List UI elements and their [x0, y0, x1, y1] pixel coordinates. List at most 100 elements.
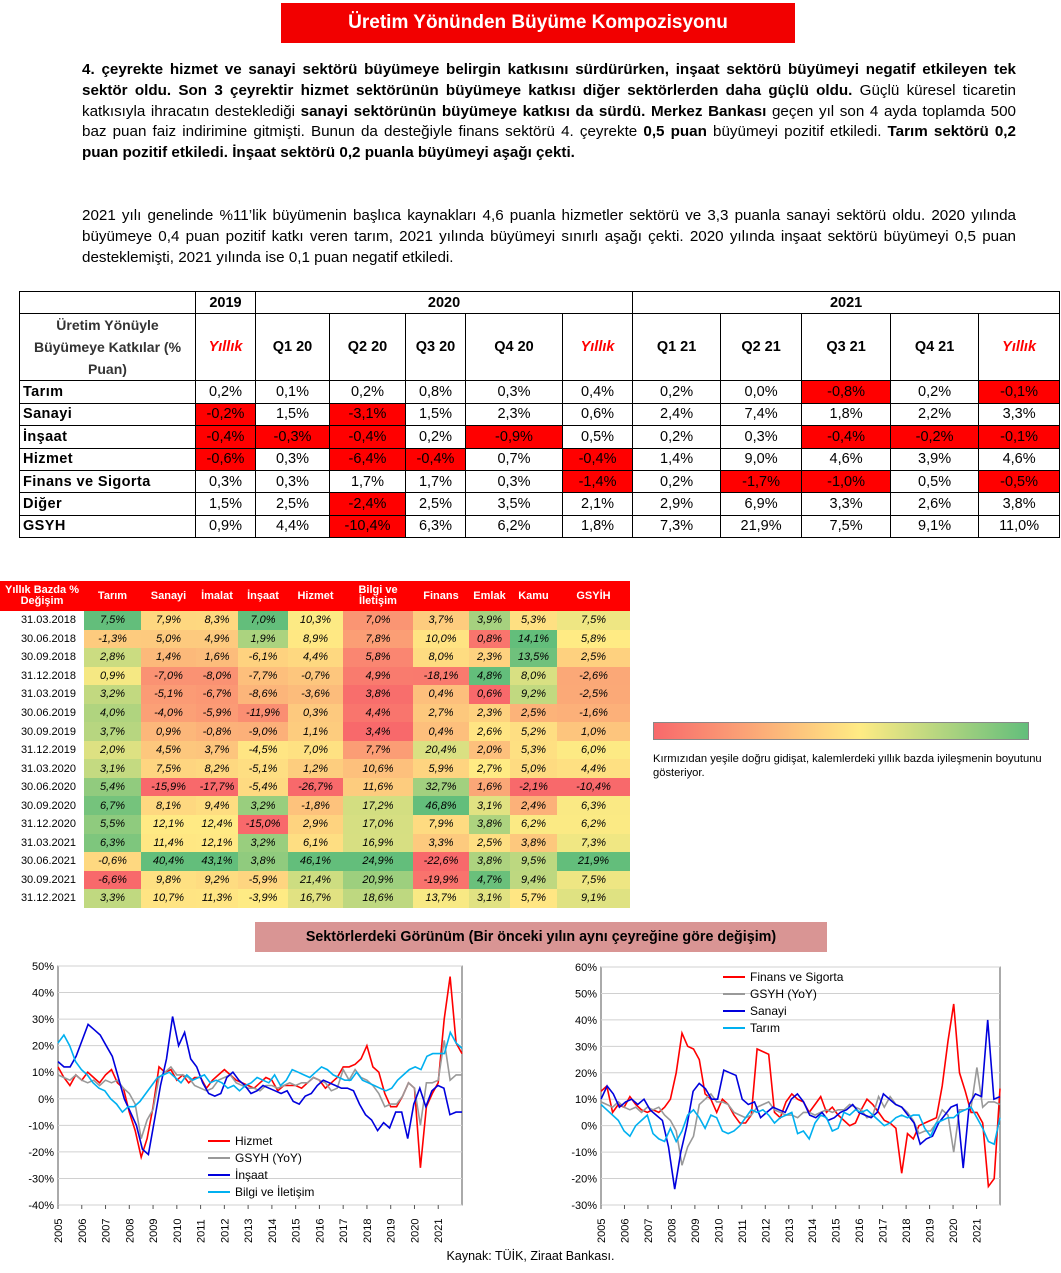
value-cell: 3,8%: [978, 492, 1061, 516]
value-cell: -2,4%: [329, 492, 406, 516]
heatmap-cell: -15,0%: [238, 815, 288, 834]
x-tick-label: 2021: [972, 1219, 984, 1243]
heatmap-cell: -9,0%: [238, 722, 288, 741]
year-cell: 2019: [195, 290, 256, 315]
heatmap-legend-gradient: [653, 722, 1029, 740]
row-label: Tarım: [19, 380, 196, 404]
heatmap-row: 30.06.2018 -1,3% 5,0% 4,9% 1,9% 8,9% 7,8% 10,0%…: [0, 629, 630, 649]
heatmap-cell: -2,1%: [510, 777, 557, 797]
value-cell: 4,4%: [255, 514, 330, 539]
table-row: Hizmet -0,6% 0,3% -6,4% -0,4% 0,7% -0,4% 1,4% 9,…: [19, 447, 1061, 471]
heatmap-cell: 3,8%: [510, 833, 557, 853]
y-tick-label: -10%: [571, 1147, 597, 1159]
y-tick-label: -40%: [28, 1200, 54, 1212]
heatmap-cell: 4,4%: [288, 648, 343, 667]
heatmap-cell: 3,8%: [343, 685, 413, 704]
heatmap-cell: 1,4%: [141, 648, 196, 667]
value-cell: 2,5%: [255, 492, 330, 516]
series-line: [57, 1016, 462, 1157]
heatmap-cell: 8,0%: [510, 666, 557, 686]
heatmap-cell: 10,0%: [413, 629, 469, 649]
x-tick-label: 2012: [219, 1219, 231, 1243]
value-cell: 2,4%: [632, 402, 722, 427]
heatmap-cell: 3,3%: [84, 889, 141, 908]
value-cell: 6,9%: [720, 492, 803, 516]
x-tick-label: 2012: [760, 1219, 772, 1243]
series-line: [600, 1003, 1001, 1189]
heatmap-cell: 14,1%: [510, 629, 557, 649]
source-note: Kaynak: TÜİK, Ziraat Bankası.: [446, 1249, 615, 1263]
heatmap-header: İmalat: [196, 581, 238, 611]
table-row: Tarım 0,2% 0,1% 0,2% 0,8% 0,3% 0,4% 0,2% 0,0% -0,…: [19, 380, 1061, 404]
heatmap-row: 31.12.2020 5,5% 12,1% 12,4% -15,0% 2,9% 17,0% 7…: [0, 815, 630, 834]
value-cell: -1,0%: [801, 469, 892, 494]
heatmap-cell: -8,0%: [196, 666, 238, 686]
summary-segment: Tarım sektörü 0,2 puan pozitif etkiledi.…: [82, 123, 1016, 162]
heatmap-cell: 13,5%: [510, 648, 557, 667]
heatmap-cell: 2,5%: [557, 648, 630, 667]
heatmap-cell: 4,0%: [84, 703, 141, 723]
column-header: Q2 21: [720, 313, 803, 382]
heatmap-cell: 5,7%: [510, 889, 557, 908]
heatmap-cell: 9,5%: [510, 852, 557, 871]
heatmap-cell: 0,9%: [141, 722, 196, 741]
heatmap-cell: 2,3%: [469, 648, 510, 667]
heatmap-cell: -1,6%: [557, 703, 630, 723]
heatmap-cell: 3,8%: [469, 852, 510, 871]
y-tick-label: 0%: [38, 1094, 54, 1106]
heatmap-cell: 5,9%: [413, 759, 469, 778]
y-tick-label: 30%: [575, 1041, 597, 1053]
heatmap-cell: 6,2%: [557, 815, 630, 834]
heatmap-cell: -10,4%: [557, 777, 630, 797]
value-cell: 2,5%: [405, 492, 466, 516]
heatmap-cell: 10,7%: [141, 889, 196, 908]
heatmap-cell: 6,2%: [510, 815, 557, 834]
series-line: [600, 1019, 1001, 1190]
value-cell: 2,1%: [561, 492, 634, 516]
heatmap-cell: 2,5%: [469, 833, 510, 853]
value-cell: 6,3%: [405, 514, 466, 539]
summary-segment: geçen yıl son 4 ayda toplamda 500 baz pu…: [82, 102, 1016, 141]
heatmap-cell: 3,2%: [238, 796, 288, 816]
value-cell: 0,9%: [195, 514, 256, 539]
value-cell: 9,0%: [720, 447, 803, 471]
heatmap-cell: 3,7%: [413, 611, 469, 630]
value-cell: 0,6%: [561, 402, 634, 427]
value-cell: 0,5%: [561, 425, 634, 449]
value-cell: 2,9%: [632, 492, 722, 516]
heatmap-cell: -6,7%: [196, 685, 238, 704]
heatmap-cell: 7,9%: [141, 611, 196, 630]
row-label: Diğer: [19, 492, 196, 516]
value-cell: -0,2%: [890, 425, 980, 449]
heatmap-cell: -0,8%: [196, 722, 238, 741]
heatmap-cell: 17,2%: [343, 796, 413, 816]
heatmap-row: 30.06.2020 5,4% -15,9% -17,7% -5,4% -26,7% 11,…: [0, 777, 630, 797]
heatmap-cell: 3,7%: [196, 740, 238, 760]
y-tick-label: 40%: [575, 1015, 597, 1027]
heatmap-cell: 32,7%: [413, 777, 469, 797]
value-cell: 0,2%: [195, 380, 256, 404]
heatmap-cell: -0,6%: [84, 852, 141, 871]
legend-label: Finans ve Sigorta: [750, 970, 844, 984]
value-cell: 0,3%: [465, 469, 563, 494]
heatmap-cell: -8,6%: [238, 685, 288, 704]
series-line: [600, 1103, 1001, 1146]
value-cell: -0,4%: [405, 447, 466, 471]
heatmap-cell: 2,4%: [510, 796, 557, 816]
plot-area: [600, 966, 1001, 1206]
x-tick-label: 2010: [713, 1219, 725, 1243]
x-tick-label: 2014: [807, 1219, 819, 1243]
y-tick-label: -30%: [571, 1200, 597, 1212]
heatmap-cell: 4,7%: [469, 870, 510, 890]
value-cell: 0,3%: [255, 447, 330, 471]
heatmap-cell: 3,1%: [469, 889, 510, 908]
y-tick-label: -20%: [571, 1174, 597, 1186]
value-cell: 1,5%: [195, 492, 256, 516]
charts-title: Sektörlerdeki Görünüm (Bir önceki yılın …: [255, 922, 827, 952]
heatmap-cell: 10,6%: [343, 759, 413, 778]
value-cell: -0,9%: [465, 425, 563, 449]
heatmap-cell: 7,7%: [343, 740, 413, 760]
heatmap-row: 30.06.2019 4,0% -4,0% -5,9% -11,9% 0,3% 4,4% 2,…: [0, 703, 630, 723]
heatmap-cell: 18,6%: [343, 889, 413, 908]
heatmap-header: Hizmet: [288, 581, 343, 611]
